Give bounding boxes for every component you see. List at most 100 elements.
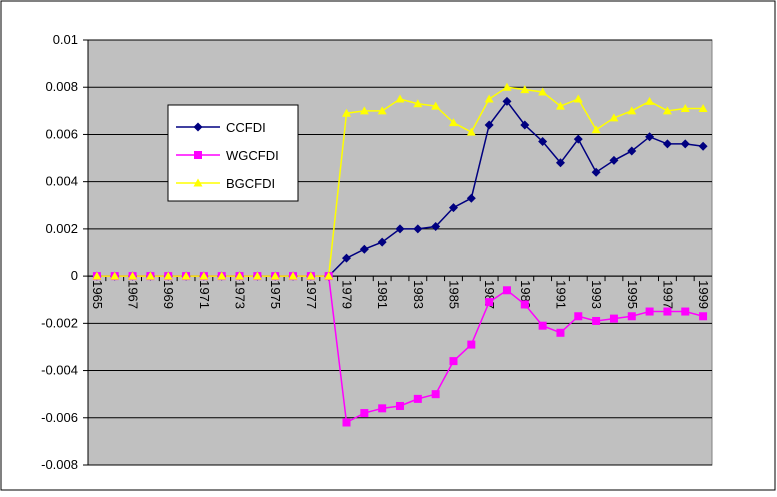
marker xyxy=(377,237,387,247)
marker xyxy=(413,99,423,108)
marker xyxy=(288,271,298,280)
x-tick-label: 1979 xyxy=(340,280,355,309)
legend-label: WGCFDI xyxy=(226,148,279,163)
marker xyxy=(698,141,708,151)
marker xyxy=(520,85,530,94)
marker xyxy=(342,253,352,263)
plot-area xyxy=(87,39,713,466)
x-tick-label: 1995 xyxy=(625,280,640,309)
marker xyxy=(680,103,690,112)
marker xyxy=(627,106,637,115)
marker xyxy=(609,314,618,323)
y-tick-label: 0.004 xyxy=(45,174,78,189)
marker xyxy=(145,271,155,280)
marker xyxy=(663,307,672,316)
y-tick-label: -0.008 xyxy=(41,457,78,472)
marker xyxy=(431,390,440,399)
marker xyxy=(194,151,202,159)
marker xyxy=(395,224,405,234)
marker xyxy=(645,132,655,142)
y-tick-label: 0.008 xyxy=(45,79,78,94)
marker xyxy=(163,271,173,280)
marker xyxy=(92,271,102,280)
marker xyxy=(235,271,245,280)
marker xyxy=(502,286,511,295)
marker xyxy=(413,224,423,234)
marker xyxy=(699,312,708,321)
marker xyxy=(592,316,601,325)
marker xyxy=(662,106,672,115)
marker xyxy=(555,158,565,168)
marker xyxy=(128,271,138,280)
marker xyxy=(574,312,583,321)
marker xyxy=(342,108,352,117)
y-tick-label: -0.002 xyxy=(41,315,78,330)
y-tick-label: -0.006 xyxy=(41,410,78,425)
marker xyxy=(645,307,654,316)
marker xyxy=(252,271,262,280)
x-tick-label: 1969 xyxy=(161,280,176,309)
marker xyxy=(449,357,458,366)
x-tick-label: 1991 xyxy=(553,280,568,309)
marker xyxy=(359,244,369,254)
marker xyxy=(627,312,636,321)
x-tick-label: 1965 xyxy=(90,280,105,309)
marker xyxy=(573,94,583,103)
marker xyxy=(270,271,280,280)
marker xyxy=(502,82,512,91)
marker xyxy=(359,106,369,115)
marker xyxy=(502,96,512,106)
marker xyxy=(645,96,655,105)
y-tick-label: 0.002 xyxy=(45,221,78,236)
x-tick-label: 1993 xyxy=(589,280,604,309)
legend-label: BGCFDI xyxy=(226,176,275,191)
x-tick-label: 1975 xyxy=(268,280,283,309)
marker xyxy=(342,418,351,427)
marker xyxy=(627,146,637,156)
legend-box xyxy=(167,104,299,202)
marker xyxy=(324,271,334,280)
marker xyxy=(698,103,708,112)
marker xyxy=(680,139,690,149)
marker xyxy=(431,222,441,232)
marker xyxy=(609,113,619,122)
marker xyxy=(306,271,316,280)
marker xyxy=(377,106,387,115)
marker xyxy=(538,321,547,330)
marker xyxy=(217,271,227,280)
marker xyxy=(556,328,565,337)
marker xyxy=(467,340,476,349)
marker xyxy=(573,134,583,144)
y-tick-label: 0 xyxy=(71,268,78,283)
marker xyxy=(181,271,191,280)
marker xyxy=(538,137,548,147)
x-tick-label: 1999 xyxy=(696,280,711,309)
x-tick-label: 1985 xyxy=(446,280,461,309)
x-tick-label: 1967 xyxy=(126,280,141,309)
marker xyxy=(466,127,476,136)
x-tick-label: 1981 xyxy=(375,280,390,309)
x-tick-label: 1977 xyxy=(304,280,319,309)
marker xyxy=(538,87,548,96)
y-tick-label: 0.006 xyxy=(45,126,78,141)
marker xyxy=(431,101,441,110)
marker xyxy=(591,125,601,134)
marker xyxy=(520,120,530,130)
marker xyxy=(484,120,494,130)
marker xyxy=(609,155,619,165)
x-tick-label: 1971 xyxy=(197,280,212,309)
marker xyxy=(396,401,404,410)
marker xyxy=(360,409,369,418)
x-tick-label: 1997 xyxy=(660,280,675,309)
marker xyxy=(448,118,458,127)
marker xyxy=(681,307,690,316)
y-tick-label: -0.004 xyxy=(41,363,78,378)
marker xyxy=(520,300,529,309)
x-tick-label: 1973 xyxy=(233,280,248,309)
marker xyxy=(485,298,494,307)
marker xyxy=(378,404,387,413)
marker xyxy=(448,203,458,213)
marker xyxy=(193,122,203,132)
marker xyxy=(395,94,405,103)
